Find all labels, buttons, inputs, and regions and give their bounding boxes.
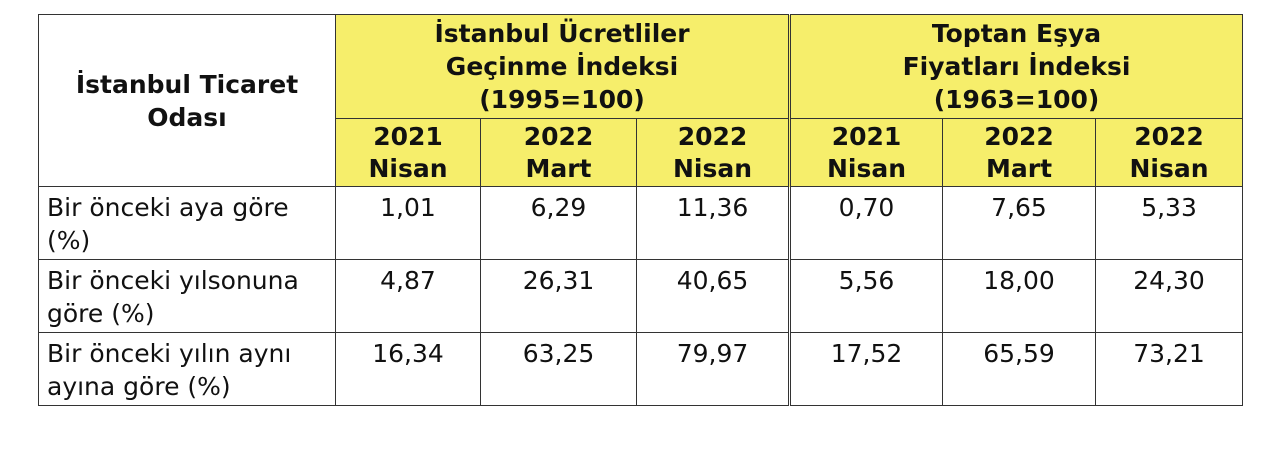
group-header-text: Geçinme İndeksi bbox=[445, 52, 679, 81]
column-header: 2022 Nisan bbox=[635, 118, 791, 187]
value-cell: 6,29 bbox=[480, 186, 637, 260]
column-header-text: Mart bbox=[525, 153, 592, 183]
group-header-text: (1995=100) bbox=[479, 85, 645, 114]
column-header-text: Nisan bbox=[368, 153, 448, 183]
group-header: Toptan Eşya Fiyatları İndeksi (1963=100) bbox=[788, 14, 1244, 119]
corner-cell: İstanbul Ticaret Odası bbox=[38, 14, 336, 187]
column-header-text: Mart bbox=[986, 153, 1053, 183]
group-header-text: (1963=100) bbox=[933, 85, 1100, 114]
value-cell: 11,36 bbox=[635, 186, 791, 260]
column-header: 2022 Nisan bbox=[1095, 118, 1244, 187]
value-cell: 65,59 bbox=[942, 332, 1097, 406]
value-cell: 24,30 bbox=[1095, 259, 1244, 333]
group-header-text: İstanbul Ücretliler bbox=[434, 19, 690, 48]
column-header-text: 2022 bbox=[677, 121, 748, 151]
value-cell: 63,25 bbox=[480, 332, 637, 406]
value-cell: 4,87 bbox=[335, 259, 481, 333]
value-cell: 40,65 bbox=[635, 259, 791, 333]
value-cell: 0,70 bbox=[788, 186, 944, 260]
value-cell: 26,31 bbox=[480, 259, 637, 333]
column-header-text: Nisan bbox=[826, 153, 907, 183]
column-header-text: Nisan bbox=[672, 153, 753, 183]
column-header: 2021 Nisan bbox=[788, 118, 944, 187]
value-cell: 18,00 bbox=[942, 259, 1097, 333]
group-header-text: Fiyatları İndeksi bbox=[902, 52, 1131, 81]
value-cell: 79,97 bbox=[635, 332, 791, 406]
row-label-text: göre (%) bbox=[47, 299, 155, 328]
column-header-text: 2022 bbox=[984, 121, 1054, 151]
column-header: 2022 Mart bbox=[942, 118, 1097, 187]
value-cell: 5,33 bbox=[1095, 186, 1244, 260]
header-row: İstanbul Ticaret Odası İstanbul Ücretliler… bbox=[38, 14, 1244, 187]
data-row: Bir önceki yılsonuna göre (%) 4,87 26,31 40,… bbox=[38, 259, 1244, 333]
column-header-text: 2022 bbox=[523, 121, 594, 151]
group-header-text: Toptan Eşya bbox=[931, 19, 1102, 48]
column-header-text: 2021 bbox=[831, 121, 902, 151]
subheader-row: 2021 Nisan 2022 Mart 2022 Nisan 2021 Nisan 2022 M… bbox=[39, 118, 1244, 187]
data-row: Bir önceki aya göre (%) 1,01 6,29 11,36 0,70 7… bbox=[38, 186, 1244, 260]
row-label: Bir önceki yılsonuna göre (%) bbox=[38, 259, 336, 333]
value-cell: 17,52 bbox=[788, 332, 944, 406]
column-header-text: 2021 bbox=[373, 121, 443, 151]
row-label-text: (%) bbox=[47, 226, 91, 255]
row-label-text: Bir önceki yılsonuna bbox=[47, 266, 299, 295]
column-header: 2021 Nisan bbox=[335, 118, 481, 187]
column-header: 2022 Mart bbox=[480, 118, 637, 187]
value-cell: 5,56 bbox=[788, 259, 944, 333]
value-cell: 7,65 bbox=[942, 186, 1097, 260]
row-label: Bir önceki yılın aynı ayına göre (%) bbox=[38, 332, 336, 406]
corner-text: İstanbul Ticaret bbox=[75, 69, 299, 99]
index-table: İstanbul Ticaret Odası İstanbul Ücretliler… bbox=[38, 14, 1244, 406]
row-label-text: ayına göre (%) bbox=[47, 372, 231, 401]
row-label: Bir önceki aya göre (%) bbox=[38, 186, 336, 260]
column-header-text: 2022 bbox=[1134, 121, 1204, 151]
corner-text: Odası bbox=[147, 102, 227, 132]
value-cell: 16,34 bbox=[335, 332, 481, 406]
row-label-text: Bir önceki yılın aynı bbox=[47, 339, 292, 368]
row-label-text: Bir önceki aya göre bbox=[47, 193, 289, 222]
group-header: İstanbul Ücretliler Geçinme İndeksi (1995=… bbox=[334, 14, 791, 119]
value-cell: 73,21 bbox=[1095, 332, 1244, 406]
column-header-text: Nisan bbox=[1129, 153, 1209, 183]
data-row: Bir önceki yılın aynı ayına göre (%) 16,34… bbox=[38, 332, 1244, 406]
value-cell: 1,01 bbox=[335, 186, 481, 260]
